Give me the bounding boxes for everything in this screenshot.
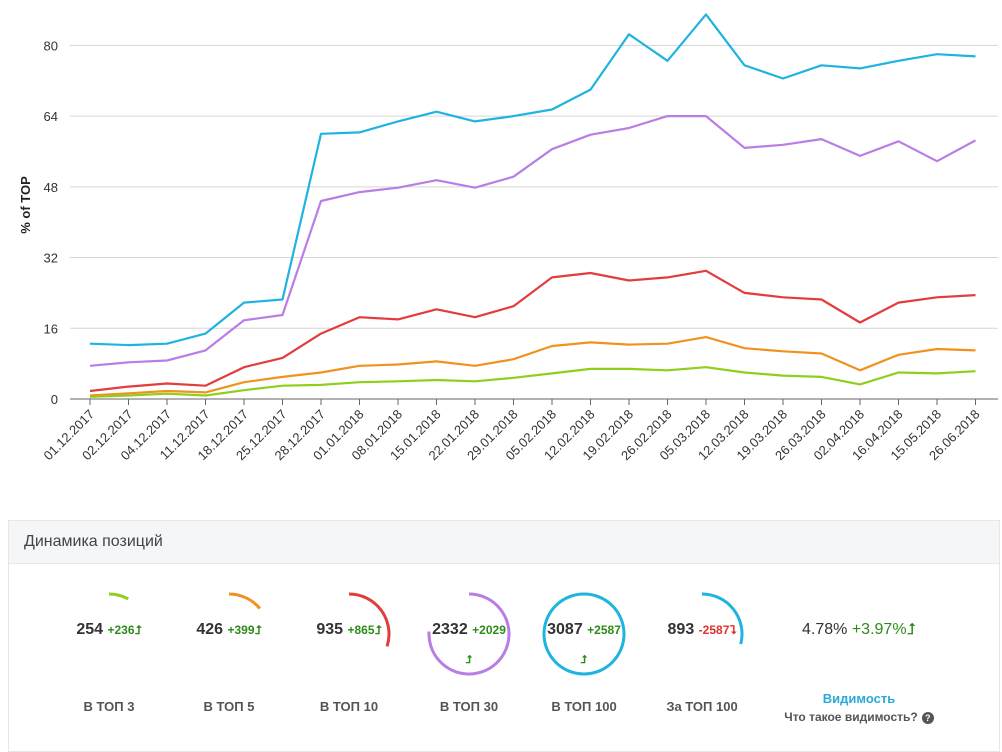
- visibility-numbers: 4.78% +3.97%⮥: [769, 621, 949, 639]
- series-line-3[interactable]: [89, 336, 976, 397]
- progress-arc-path: [348, 592, 391, 647]
- y-tick-label: 0: [51, 392, 58, 407]
- trend-up-icon: ⮥: [254, 623, 262, 637]
- visibility-value: 4.78%: [802, 621, 848, 638]
- progress-arc-path: [701, 592, 744, 645]
- y-tick-label: 32: [44, 251, 58, 266]
- series-line-0[interactable]: [89, 13, 976, 347]
- stat-delta: +2587: [587, 623, 621, 637]
- trend-up-icon: ⮥: [906, 621, 916, 638]
- stat-value: 426: [196, 621, 228, 638]
- progress-arc: [542, 592, 626, 676]
- stats-row: 254 +236⮥ В ТОП 3 426 +399⮥ В ТОП 5 935 +865…: [9, 521, 999, 751]
- stat-numbers: 426 +399⮥: [134, 621, 324, 639]
- stat-value: 254: [76, 621, 108, 638]
- series-line-1[interactable]: [89, 114, 977, 367]
- y-tick-label: 48: [44, 180, 58, 195]
- trend-up-icon: ⮥: [580, 654, 588, 666]
- stat-value: 2332: [432, 621, 473, 638]
- stat-label: В ТОП 30: [439, 699, 499, 714]
- progress-arc-path: [108, 592, 129, 601]
- y-tick-label: 64: [44, 109, 58, 124]
- stat-block: 2332 +2029 ⮥ В ТОП 30: [404, 521, 534, 751]
- visibility-help[interactable]: Что такое видимость??: [749, 710, 969, 724]
- y-tick-label: 80: [44, 38, 58, 53]
- stat-numbers: 254 +236⮥: [14, 621, 204, 639]
- series-line-4[interactable]: [89, 366, 976, 398]
- stat-label: За ТОП 100: [666, 699, 738, 714]
- progress-arc-path: [228, 592, 261, 610]
- stat-delta: +865: [347, 623, 375, 637]
- y-axis-label: % of TOP: [18, 176, 33, 234]
- stat-label: В ТОП 10: [319, 699, 379, 714]
- progress-arc: [701, 592, 744, 645]
- trend-up-icon: ⮥: [134, 623, 142, 637]
- series-line-2[interactable]: [89, 269, 976, 393]
- visibility-help-text[interactable]: Что такое видимость?: [784, 710, 918, 724]
- stat-numbers: 893 -2587⮧: [607, 621, 797, 639]
- stat-block: 935 +865⮥ В ТОП 10: [284, 521, 414, 751]
- stat-label: В ТОП 100: [551, 699, 617, 714]
- trend-up-icon: ⮥: [465, 654, 473, 666]
- question-icon[interactable]: ?: [921, 711, 934, 724]
- trend-down-icon: ⮧: [729, 623, 737, 637]
- stat-block: 426 +399⮥ В ТОП 5: [164, 521, 294, 751]
- stat-delta: +2029: [472, 623, 506, 637]
- progress-arc-path: [542, 592, 626, 676]
- visibility-delta: +3.97%: [851, 621, 907, 638]
- progress-arc-path: [427, 592, 511, 676]
- stat-numbers: 2332 +2029: [374, 621, 564, 639]
- stat-delta: +399: [227, 623, 255, 637]
- positions-panel: Динамика позиций 254 +236⮥ В ТОП 3 426 +39…: [8, 520, 1000, 752]
- stat-block: 3087 +2587 ⮥ В ТОП 100: [519, 521, 649, 751]
- stat-block: 254 +236⮥ В ТОП 3: [44, 521, 174, 751]
- stat-value: 893: [667, 621, 699, 638]
- progress-arc: [228, 592, 261, 610]
- stat-label: В ТОП 3: [83, 699, 135, 714]
- stat-numbers: 935 +865⮥: [254, 621, 444, 639]
- stat-label: В ТОП 5: [203, 699, 255, 714]
- progress-arc: [108, 592, 129, 601]
- y-tick-label: 16: [44, 321, 58, 336]
- stat-value: 935: [316, 621, 348, 638]
- stat-delta: +236: [107, 623, 135, 637]
- stat-block: 893 -2587⮧ За ТОП 100: [637, 521, 767, 751]
- panel-title: Динамика позиций: [9, 521, 999, 564]
- trend-up-icon: ⮥: [374, 623, 382, 637]
- visibility-link[interactable]: Видимость: [822, 691, 896, 706]
- progress-arc: [427, 592, 511, 676]
- progress-arc: [348, 592, 391, 647]
- stat-delta: -2587: [698, 623, 730, 637]
- stat-value: 3087: [547, 621, 588, 638]
- stat-numbers: 3087 +2587: [489, 621, 679, 639]
